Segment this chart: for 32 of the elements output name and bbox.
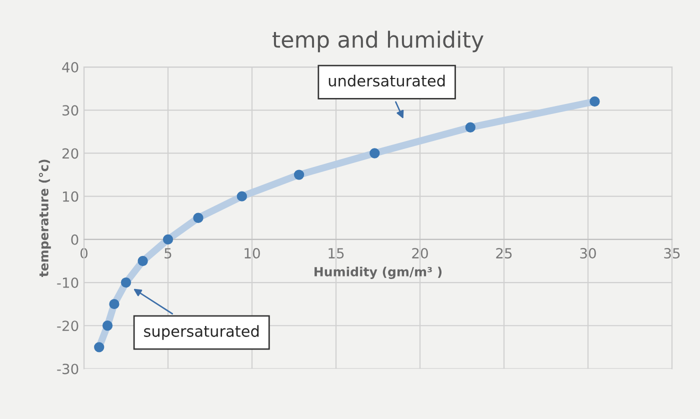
point: [109, 298, 120, 310]
y-tick-label: 10: [62, 191, 78, 202]
y-tick-label: -20: [57, 320, 78, 332]
point: [102, 320, 113, 331]
point: [193, 212, 204, 223]
x-tick-label: 30: [580, 248, 596, 259]
y-tick-label: -30: [57, 364, 78, 374]
x-tick-label: 35: [664, 248, 680, 259]
point: [465, 122, 476, 132]
x-tick-label: 5: [164, 248, 172, 259]
point: [370, 148, 380, 158]
point: [162, 234, 174, 245]
y-tick-label: -10: [57, 277, 78, 288]
y-tick-label: 40: [62, 62, 78, 73]
x-tick-label: 20: [412, 248, 428, 259]
point: [590, 96, 600, 107]
point: [138, 256, 148, 266]
annotation: undersaturated: [328, 74, 445, 87]
x-tick-label: 25: [496, 248, 512, 259]
y-axis-title: temperature (°c): [38, 160, 51, 277]
point: [94, 342, 104, 352]
x-tick-label: 15: [328, 248, 344, 259]
annotation: supersaturated: [144, 325, 259, 340]
chart-title: temp and humidity: [272, 30, 484, 52]
y-tick-label: 0: [71, 234, 78, 245]
x-axis-title: Humidity (gm/m³ ): [314, 266, 442, 279]
x-tick-label: 10: [244, 248, 260, 259]
point: [294, 170, 304, 180]
point: [120, 277, 132, 288]
y-tick-label: 30: [62, 105, 78, 116]
y-tick-label: 20: [62, 148, 78, 159]
point: [236, 191, 248, 202]
